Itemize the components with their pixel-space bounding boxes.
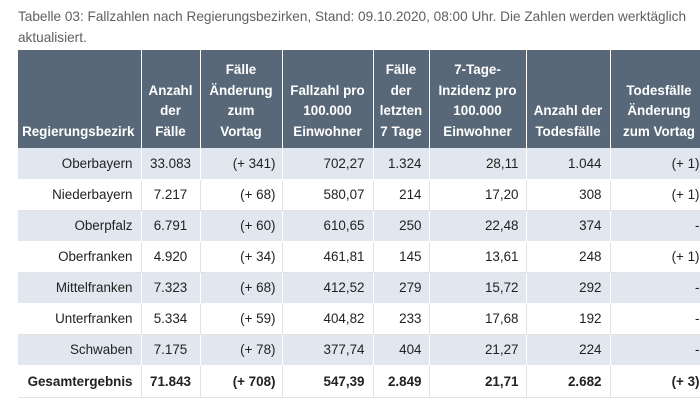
cell-cases-per-100k: 461,81 bbox=[282, 241, 374, 273]
district-name: Unterfranken bbox=[18, 303, 142, 335]
cell-cases-change: (+ 78) bbox=[200, 334, 283, 366]
cell-cases-change: (+ 68) bbox=[200, 179, 283, 211]
table-row: Oberpfalz 6.791 (+ 60) 610,65 250 22,48 … bbox=[18, 210, 700, 242]
cell-cases-change: (+ 34) bbox=[200, 241, 283, 273]
table-row: Unterfranken 5.334 (+ 59) 404,82 233 17,… bbox=[18, 303, 700, 335]
total-deaths: 2.682 bbox=[526, 365, 611, 398]
cell-deaths-change: - bbox=[610, 303, 700, 335]
total-7-day-incidence: 21,71 bbox=[429, 365, 527, 398]
total-cases-7-days: 2.849 bbox=[373, 365, 430, 398]
cell-cases: 4.920 bbox=[141, 241, 201, 273]
cell-cases-7-days: 1.324 bbox=[373, 148, 430, 180]
district-name: Schwaben bbox=[18, 334, 142, 366]
cell-cases: 7.175 bbox=[141, 334, 201, 366]
cell-cases: 7.323 bbox=[141, 272, 201, 304]
table-row: Niederbayern 7.217 (+ 68) 580,07 214 17,… bbox=[18, 179, 700, 211]
cell-cases-7-days: 250 bbox=[373, 210, 430, 242]
cell-deaths-change: (+ 1) bbox=[610, 148, 700, 180]
cell-deaths: 248 bbox=[526, 241, 611, 273]
cell-cases-per-100k: 580,07 bbox=[282, 179, 374, 211]
column-header-district: Regierungsbezirk bbox=[18, 50, 142, 148]
cell-7-day-incidence: 28,11 bbox=[429, 148, 527, 180]
cell-deaths: 224 bbox=[526, 334, 611, 366]
total-cases: 71.843 bbox=[141, 365, 201, 398]
column-header-deaths: Anzahl der Todesfälle bbox=[526, 50, 611, 148]
column-header-deaths-change: Todesfälle Änderung zum Vortag bbox=[610, 50, 700, 148]
column-header-cases-change: Fälle Änderung zum Vortag bbox=[200, 50, 283, 148]
cell-cases-change: (+ 60) bbox=[200, 210, 283, 242]
column-header-cases-7-days: Fälle der letzten 7 Tage bbox=[373, 50, 430, 148]
district-name: Oberbayern bbox=[18, 148, 142, 180]
cell-deaths: 308 bbox=[526, 179, 611, 211]
column-header-cases-per-100k: Fallzahl pro 100.000 Einwohner bbox=[282, 50, 374, 148]
cell-deaths-change: (+ 1) bbox=[610, 241, 700, 273]
cell-cases: 33.083 bbox=[141, 148, 201, 180]
cell-cases-change: (+ 341) bbox=[200, 148, 283, 180]
cell-7-day-incidence: 15,72 bbox=[429, 272, 527, 304]
cell-cases-7-days: 214 bbox=[373, 179, 430, 211]
cell-cases-per-100k: 610,65 bbox=[282, 210, 374, 242]
district-name: Oberpfalz bbox=[18, 210, 142, 242]
cell-cases-7-days: 279 bbox=[373, 272, 430, 304]
cell-cases-change: (+ 68) bbox=[200, 272, 283, 304]
cell-deaths: 292 bbox=[526, 272, 611, 304]
cell-cases-7-days: 404 bbox=[373, 334, 430, 366]
cell-cases: 7.217 bbox=[141, 179, 201, 211]
cell-deaths-change: - bbox=[610, 272, 700, 304]
case-numbers-table: Regierungsbezirk Anzahl der Fälle Fälle … bbox=[18, 50, 700, 398]
district-name: Oberfranken bbox=[18, 241, 142, 273]
cell-cases-change: (+ 59) bbox=[200, 303, 283, 335]
table-header-row: Regierungsbezirk Anzahl der Fälle Fälle … bbox=[18, 50, 700, 148]
table-caption: Tabelle 03: Fallzahlen nach Regierungsbe… bbox=[18, 9, 687, 45]
total-cases-per-100k: 547,39 bbox=[282, 365, 374, 398]
cell-7-day-incidence: 22,48 bbox=[429, 210, 527, 242]
cell-deaths: 192 bbox=[526, 303, 611, 335]
cell-deaths-change: (+ 1) bbox=[610, 179, 700, 211]
total-deaths-change: (+ 3) bbox=[610, 365, 700, 398]
column-header-cases: Anzahl der Fälle bbox=[141, 50, 201, 148]
cell-cases-per-100k: 702,27 bbox=[282, 148, 374, 180]
district-name: Niederbayern bbox=[18, 179, 142, 211]
table-row: Schwaben 7.175 (+ 78) 377,74 404 21,27 2… bbox=[18, 334, 700, 366]
table-container: Regierungsbezirk Anzahl der Fälle Fälle … bbox=[18, 50, 700, 403]
cell-deaths-change: - bbox=[610, 334, 700, 366]
total-label: Gesamtergebnis bbox=[18, 365, 142, 398]
cell-deaths: 1.044 bbox=[526, 148, 611, 180]
column-header-7-day-incidence: 7-Tage-Inzidenz pro 100.000 Einwohner bbox=[429, 50, 527, 148]
cell-cases-7-days: 233 bbox=[373, 303, 430, 335]
cell-7-day-incidence: 21,27 bbox=[429, 334, 527, 366]
table-total-row: Gesamtergebnis 71.843 (+ 708) 547,39 2.8… bbox=[18, 365, 700, 398]
cell-cases-7-days: 145 bbox=[373, 241, 430, 273]
cell-deaths-change: - bbox=[610, 210, 700, 242]
cell-7-day-incidence: 17,68 bbox=[429, 303, 527, 335]
cell-deaths: 374 bbox=[526, 210, 611, 242]
table-row: Oberbayern 33.083 (+ 341) 702,27 1.324 2… bbox=[18, 148, 700, 180]
cell-7-day-incidence: 17,20 bbox=[429, 179, 527, 211]
cell-cases-per-100k: 377,74 bbox=[282, 334, 374, 366]
cell-7-day-incidence: 13,61 bbox=[429, 241, 527, 273]
total-cases-change: (+ 708) bbox=[200, 365, 283, 398]
cell-cases: 6.791 bbox=[141, 210, 201, 242]
cell-cases: 5.334 bbox=[141, 303, 201, 335]
cell-cases-per-100k: 404,82 bbox=[282, 303, 374, 335]
table-row: Mittelfranken 7.323 (+ 68) 412,52 279 15… bbox=[18, 272, 700, 304]
table-row: Oberfranken 4.920 (+ 34) 461,81 145 13,6… bbox=[18, 241, 700, 273]
district-name: Mittelfranken bbox=[18, 272, 142, 304]
cell-cases-per-100k: 412,52 bbox=[282, 272, 374, 304]
